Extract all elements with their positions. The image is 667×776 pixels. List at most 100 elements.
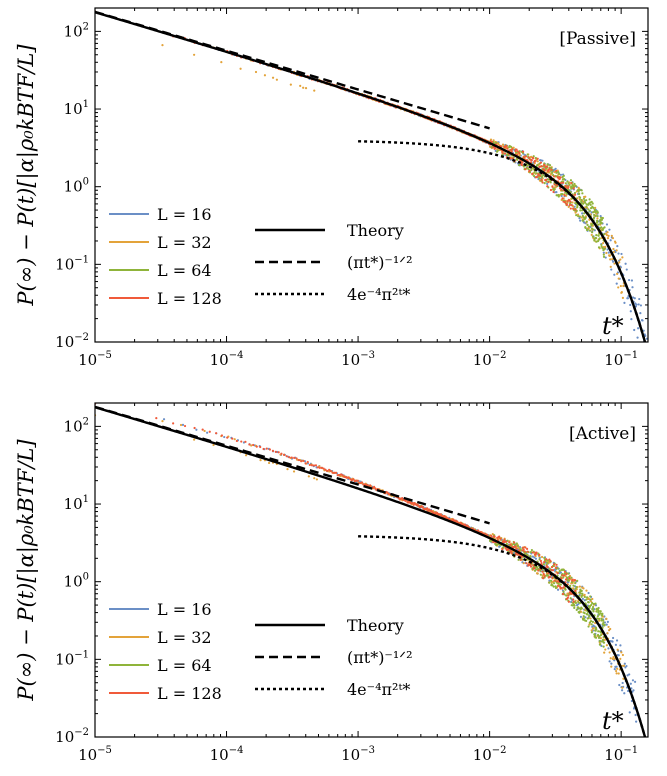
data-point xyxy=(625,664,628,668)
data-point xyxy=(512,146,515,149)
data-point xyxy=(525,547,529,550)
data-point xyxy=(507,548,510,551)
legend-label: L = 64 xyxy=(157,656,212,675)
data-point xyxy=(605,223,609,226)
data-point xyxy=(302,86,305,89)
data-point xyxy=(618,683,621,687)
data-point xyxy=(559,173,563,176)
data-point xyxy=(567,205,570,208)
data-point xyxy=(606,632,609,635)
data-point xyxy=(570,592,573,595)
data-point xyxy=(161,419,164,423)
data-point xyxy=(635,303,638,306)
data-point xyxy=(554,586,558,590)
data-point xyxy=(577,190,580,193)
data-point xyxy=(610,234,613,237)
y-tick-label: 10−1 xyxy=(55,649,89,668)
data-point xyxy=(615,665,618,668)
data-point xyxy=(263,74,267,77)
data-point xyxy=(583,612,586,615)
data-point xyxy=(483,532,486,535)
plot-frame xyxy=(94,402,649,738)
data-point xyxy=(619,258,622,261)
data-point xyxy=(540,555,544,559)
data-point xyxy=(574,587,577,590)
data-point xyxy=(610,268,613,271)
data-point xyxy=(553,188,556,191)
data-point xyxy=(275,78,278,81)
data-point xyxy=(639,304,643,307)
data-point xyxy=(578,610,581,613)
data-point xyxy=(548,579,551,582)
data-point xyxy=(616,667,619,670)
data-point xyxy=(286,468,289,471)
data-point xyxy=(592,206,595,209)
data-point xyxy=(573,579,577,582)
data-point xyxy=(575,585,578,589)
data-point xyxy=(613,668,616,671)
data-point xyxy=(611,257,614,261)
data-point xyxy=(494,147,497,150)
data-point xyxy=(352,478,355,481)
data-point xyxy=(573,193,577,196)
data-point xyxy=(203,429,206,433)
data-point xyxy=(617,252,620,255)
data-point xyxy=(633,680,637,683)
data-point xyxy=(598,635,601,638)
data-point xyxy=(559,176,562,179)
data-point xyxy=(220,60,223,64)
data-point xyxy=(508,541,511,544)
data-point xyxy=(590,623,593,626)
data-point xyxy=(596,239,600,243)
data-point xyxy=(634,713,637,717)
data-point xyxy=(331,471,334,474)
data-point xyxy=(611,636,615,640)
data-point xyxy=(512,546,515,549)
data-point xyxy=(539,559,543,563)
data-point xyxy=(310,464,314,467)
y-tick-label: 10−2 xyxy=(55,332,89,351)
x-tick-label: 10−4 xyxy=(210,350,244,369)
data-point xyxy=(539,573,542,576)
data-point xyxy=(592,610,595,613)
data-point xyxy=(559,181,563,184)
data-point xyxy=(599,215,602,218)
data-point xyxy=(554,169,558,173)
data-point xyxy=(536,160,539,163)
data-point xyxy=(193,438,196,441)
data-point xyxy=(567,572,570,575)
data-point xyxy=(576,579,579,582)
data-points xyxy=(95,10,648,342)
data-point xyxy=(601,241,605,245)
data-point xyxy=(554,566,558,569)
data-point xyxy=(595,617,599,620)
data-point xyxy=(587,591,590,595)
x-tick-label: 10−5 xyxy=(78,350,112,369)
data-point xyxy=(503,152,507,155)
data-point xyxy=(616,244,619,248)
data-point xyxy=(492,541,495,544)
data-point xyxy=(587,601,590,604)
data-point xyxy=(550,168,553,171)
data-point xyxy=(602,645,605,648)
data-point xyxy=(608,228,611,231)
legend-label: Theory xyxy=(347,616,404,635)
data-point xyxy=(556,588,560,591)
data-point xyxy=(572,600,575,603)
y-tick-label: 101 xyxy=(64,494,89,513)
data-point xyxy=(606,231,609,234)
data-point xyxy=(622,664,626,667)
data-point xyxy=(578,196,582,199)
data-point xyxy=(564,578,568,581)
data-point xyxy=(563,178,566,181)
data-point xyxy=(550,171,554,174)
data-point xyxy=(489,145,492,148)
data-point xyxy=(589,595,592,598)
data-point xyxy=(623,301,626,304)
data-point xyxy=(244,454,248,457)
data-point xyxy=(545,178,548,181)
data-point xyxy=(546,182,549,185)
data-point xyxy=(540,175,544,178)
data-point xyxy=(588,621,591,624)
legend-label: 4e⁻⁴π²ᵗ* xyxy=(347,680,410,699)
